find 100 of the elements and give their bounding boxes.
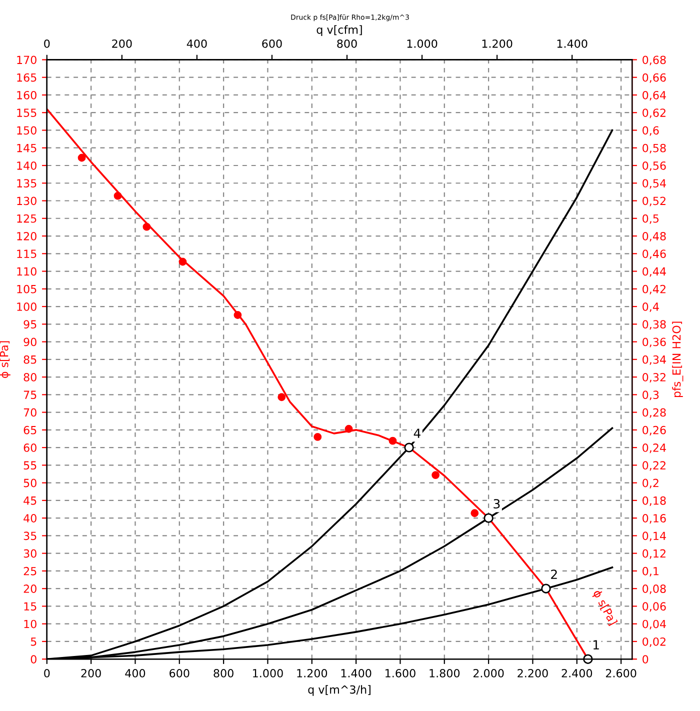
x-tick-label: 600 [170, 669, 190, 678]
x-tick-label: 1.800 [430, 669, 460, 678]
y2-tick-label: 0,04 [642, 620, 666, 630]
y2-tick-label: 0,66 [642, 73, 666, 83]
x-tick-label: 2.000 [473, 669, 504, 678]
y2-tick-label: 0,36 [642, 338, 666, 348]
y2-tick-label: 0,16 [642, 514, 666, 524]
y-tick-label: 85 [24, 355, 36, 364]
y2-tick-label: 0,3 [642, 390, 659, 400]
y2-tick-label: 0,42 [642, 284, 666, 294]
y2-tick-label: 0,38 [642, 320, 666, 330]
y2-tick-label: 0,2 [642, 478, 658, 488]
x2-tick-label: 400 [186, 39, 207, 48]
x-tick-label: 1.200 [297, 669, 328, 678]
x-tick-label: 800 [214, 669, 234, 678]
x-tick-label: 1.000 [253, 669, 283, 678]
point [234, 311, 242, 319]
y-tick-label: 20 [24, 584, 36, 593]
y-tick-label: 35 [24, 532, 36, 540]
point [388, 436, 397, 445]
point [114, 192, 122, 200]
annotation: 1 [593, 640, 599, 650]
y2-tick-label: 0,54 [642, 179, 666, 189]
y-tick-label: 120 [17, 232, 36, 240]
y2-tick-label: 0,44 [642, 267, 666, 277]
y-tick-label: 115 [17, 250, 36, 258]
x-axis-title: q v[m^3/h] [308, 685, 370, 696]
point [404, 442, 414, 452]
y-tick-label: 0 [30, 655, 36, 664]
y2-tick-label: 0,5 [642, 214, 659, 224]
x2-tick-label: 200 [112, 39, 132, 48]
y-tick-label: 100 [17, 302, 36, 311]
y-tick-label: 140 [17, 161, 36, 170]
y2-axis-title: pfs_E[IN H2O] [672, 322, 684, 398]
y2-tick-label: 0,48 [642, 232, 666, 242]
y-tick-label: 90 [24, 338, 36, 346]
point [314, 433, 322, 441]
y2-tick-label: 0,34 [642, 355, 666, 365]
point [432, 471, 440, 480]
y-tick-label: 50 [24, 478, 36, 488]
x-tick-label: 0 [44, 669, 50, 678]
y2-tick-label: 0,14 [642, 532, 666, 542]
annotation: 3 [494, 499, 500, 509]
x-tick-label: 2.600 [606, 669, 636, 678]
y-tick-label: 145 [17, 144, 36, 152]
y-tick-label: 45 [24, 496, 36, 505]
y2-tick-label: 0,56 [642, 161, 666, 172]
y-tick-label: 70 [24, 408, 36, 417]
point [344, 424, 353, 433]
y-tick-label: 125 [17, 214, 36, 223]
y2-tick-label: 0,06 [642, 602, 666, 612]
y-tick-label: 25 [24, 566, 36, 576]
annotation: 2 [551, 570, 557, 579]
point [470, 509, 479, 518]
y2-tick-label: 0,26 [642, 426, 666, 436]
x2-tick-label: 0 [44, 39, 50, 48]
y2-tick-label: 0,6 [642, 126, 659, 136]
y2-tick-label: 0,02 [642, 637, 666, 647]
y-tick-label: 60 [24, 444, 36, 452]
y-tick-label: 105 [17, 284, 36, 294]
y-tick-label: 155 [17, 108, 36, 117]
x2-tick-label: 1.400 [557, 39, 588, 48]
y-tick-label: 160 [17, 90, 36, 100]
point [78, 154, 86, 162]
y-tick-label: 135 [17, 179, 36, 188]
y-tick-label: 150 [17, 126, 36, 135]
y2-tick-label: 0,68 [642, 56, 666, 66]
x-tick-label: 2.200 [518, 669, 548, 678]
y2-tick-label: 0,52 [642, 196, 666, 206]
x2-axis-title: q v[cfm] [316, 25, 362, 36]
y-tick-label: 30 [24, 549, 36, 558]
y2-tick-label: 0,22 [642, 461, 666, 471]
y-tick-label: 170 [17, 56, 36, 64]
y-tick-label: 10 [24, 620, 36, 628]
y-tick-label: 130 [17, 196, 36, 206]
y2-tick-label: 0,46 [642, 250, 666, 260]
y2-tick-label: 0,18 [642, 496, 666, 506]
y-axis-title: ϕ s[Pa] [0, 341, 10, 378]
y2-tick-label: 0,12 [642, 549, 666, 559]
x2-tick-label: 800 [337, 39, 357, 48]
x2-tick-label: 600 [262, 39, 282, 48]
x-tick-label: 400 [125, 669, 146, 678]
y2-tick-label: 0,08 [642, 584, 666, 594]
point [278, 393, 286, 402]
y-tick-label: 80 [24, 373, 36, 382]
x2-tick-label: 1.000 [407, 39, 438, 48]
y2-tick-label: 0,32 [642, 373, 666, 383]
y-tick-label: 55 [24, 461, 36, 470]
y-tick-label: 15 [24, 602, 36, 611]
y-tick-label: 65 [24, 426, 36, 434]
y-tick-label: 40 [24, 514, 36, 522]
y-tick-label: 75 [24, 390, 36, 400]
point [142, 222, 151, 231]
x-tick-label: 1.400 [341, 669, 372, 678]
y2-tick-label: 0,24 [642, 444, 666, 454]
y-tick-label: 95 [24, 320, 36, 329]
point [484, 513, 494, 523]
point [178, 258, 187, 266]
x-tick-label: 200 [81, 669, 101, 678]
y2-tick-label: 0,1 [642, 566, 658, 576]
